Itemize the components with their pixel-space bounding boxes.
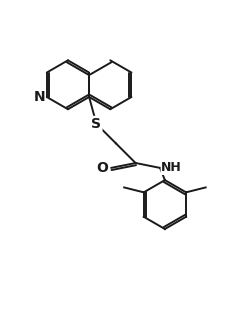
Text: O: O <box>96 161 108 175</box>
Text: S: S <box>92 117 102 131</box>
Text: NH: NH <box>161 161 182 174</box>
Text: N: N <box>34 90 46 104</box>
